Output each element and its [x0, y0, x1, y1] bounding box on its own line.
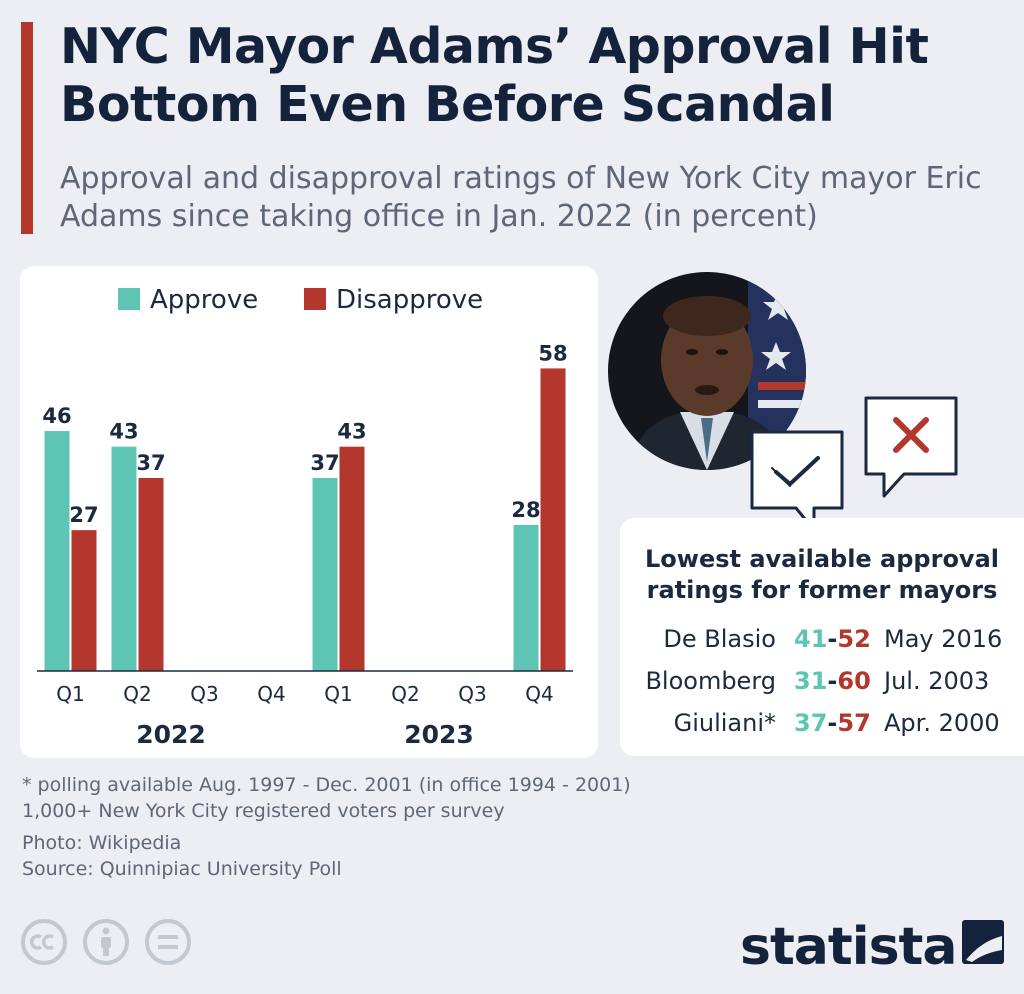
disapprove-speech-bubble — [864, 396, 958, 498]
rating-dash: - — [827, 667, 838, 695]
x-tick-label: Q4 — [525, 682, 553, 706]
data-label: 27 — [69, 503, 98, 527]
footnote: * polling available Aug. 1997 - Dec. 200… — [22, 774, 631, 796]
page-subtitle: Approval and disapproval ratings of New … — [60, 161, 982, 234]
data-label: 37 — [136, 451, 165, 475]
year-group-label: 2022 — [136, 720, 206, 749]
rating-dash: - — [827, 625, 838, 653]
chart-notes: * polling available Aug. 1997 - Dec. 200… — [22, 772, 631, 882]
x-tick-label: Q1 — [56, 682, 84, 706]
mayor-photo — [608, 272, 806, 470]
legend-label: Disapprove — [336, 285, 483, 315]
title-accent-bar — [21, 22, 33, 234]
mayor-name: De Blasio — [663, 625, 776, 653]
disapprove-rating: 57 — [837, 709, 871, 737]
former-mayors-title-line1: Lowest available approval — [644, 545, 999, 573]
disapprove-bar — [138, 477, 164, 671]
former-mayor-row: De Blasio 41-52 May 2016 — [620, 622, 1024, 656]
license-icons[interactable] — [20, 918, 200, 970]
svg-text:statista: statista — [740, 917, 956, 972]
bar-chart: Approve Disapprove 46 27 Q1 43 37 Q2 Q3 Q4 37 43 Q1 Q… — [37, 285, 573, 749]
sample-note: 1,000+ New York City registered voters p… — [22, 800, 505, 822]
approve-rating: 31 — [794, 667, 828, 695]
statista-logo-mark — [962, 920, 1004, 964]
rating-values: 31-60 — [794, 664, 871, 698]
disapprove-rating: 52 — [837, 625, 871, 653]
former-mayor-row: Giuliani* 37-57 Apr. 2000 — [620, 706, 1024, 740]
disapprove-rating: 60 — [837, 667, 871, 695]
disapprove-bar — [339, 446, 365, 671]
data-label: 37 — [310, 451, 339, 475]
attribution-icon[interactable] — [83, 919, 129, 965]
approve-bar — [44, 431, 70, 671]
x-tick-label: Q3 — [190, 682, 218, 706]
data-label: 43 — [337, 420, 366, 444]
x-tick-label: Q1 — [324, 682, 352, 706]
approve-speech-bubble — [750, 430, 844, 532]
rating-values: 41-52 — [794, 622, 871, 656]
cc-icon[interactable] — [21, 919, 67, 965]
disapprove-bar — [540, 368, 566, 671]
no-derivatives-icon[interactable] — [145, 919, 191, 965]
x-tick-label: Q4 — [257, 682, 285, 706]
page-title: NYC Mayor Adams’ Approval Hit Bottom Eve… — [60, 18, 929, 133]
chart-card: Approve Disapprove 46 27 Q1 43 37 Q2 Q3 Q4 37 43 Q1 Q… — [20, 266, 598, 758]
rating-date: May 2016 — [884, 625, 1003, 653]
mayor-name: Bloomberg — [645, 667, 776, 695]
legend-label: Approve — [150, 285, 258, 315]
x-tick-label: Q3 — [458, 682, 486, 706]
data-label: 58 — [538, 341, 567, 365]
rating-values: 37-57 — [794, 706, 871, 740]
rating-date: Jul. 2003 — [884, 667, 990, 695]
approve-rating: 41 — [794, 625, 828, 653]
former-mayor-row: Bloomberg 31-60 Jul. 2003 — [620, 664, 1024, 698]
legend-swatch — [118, 288, 140, 310]
statista-logo[interactable]: statista — [740, 906, 1004, 972]
year-group-label: 2023 — [404, 720, 474, 749]
former-mayors-card: Lowest available approval ratings for fo… — [620, 518, 1024, 756]
legend-swatch — [304, 288, 326, 310]
disapprove-bar — [71, 530, 97, 671]
former-mayors-title: Lowest available approval ratings for fo… — [620, 544, 1024, 606]
x-mark-icon — [893, 417, 929, 453]
rating-date: Apr. 2000 — [884, 709, 1000, 737]
approve-bar — [111, 446, 137, 671]
check-mark-icon — [771, 456, 820, 487]
mayor-name: Giuliani* — [673, 709, 776, 737]
approve-bar — [513, 524, 539, 671]
approve-bar — [312, 477, 338, 671]
approve-rating: 37 — [794, 709, 828, 737]
x-tick-label: Q2 — [391, 682, 419, 706]
source-note: Source: Quinnipiac University Poll — [22, 858, 342, 880]
rating-dash: - — [827, 709, 838, 737]
photo-credit: Photo: Wikipedia — [22, 832, 182, 854]
x-tick-label: Q2 — [123, 682, 151, 706]
data-label: 43 — [109, 420, 138, 444]
former-mayors-title-line2: ratings for former mayors — [646, 576, 998, 604]
data-label: 28 — [511, 498, 540, 522]
data-label: 46 — [42, 404, 71, 428]
